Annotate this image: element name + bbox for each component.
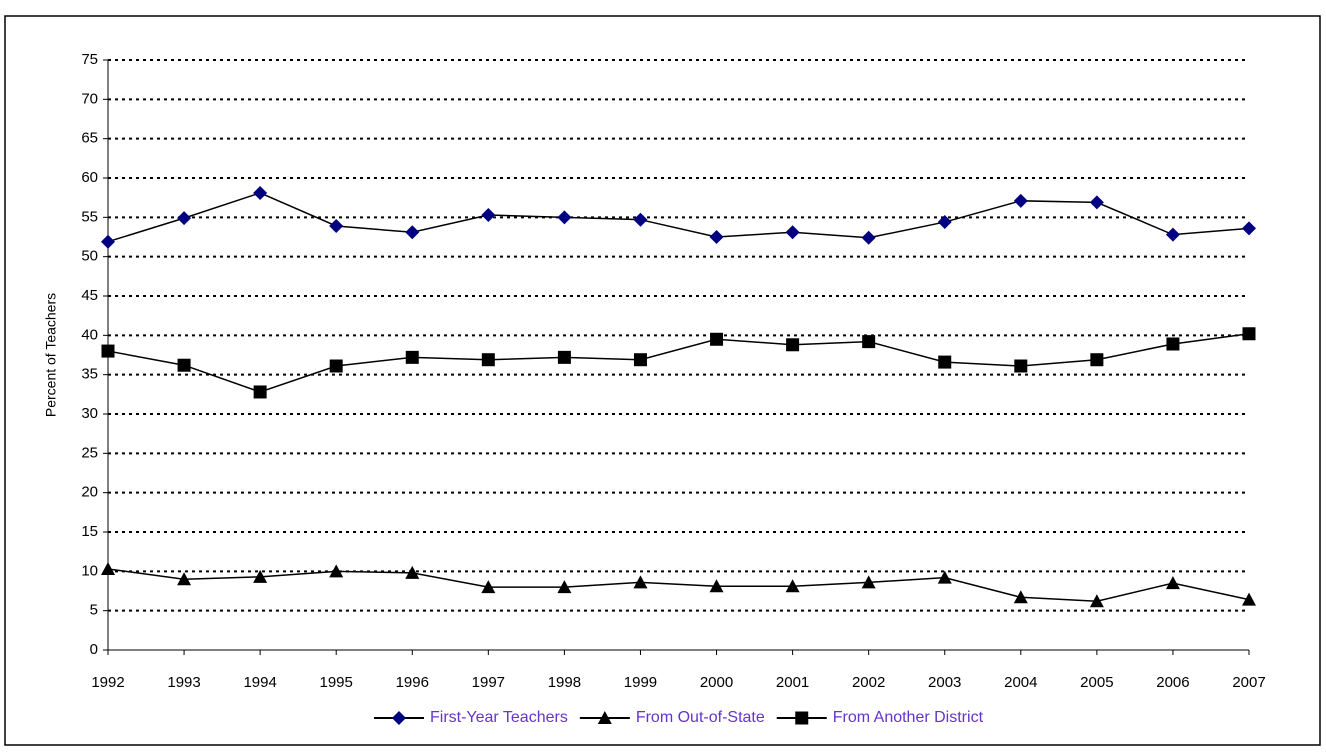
x-tick-label: 1992 xyxy=(91,674,124,691)
marker xyxy=(861,575,876,589)
marker xyxy=(391,711,406,725)
chart-frame xyxy=(4,15,1321,746)
marker xyxy=(1165,227,1180,242)
marker xyxy=(1242,327,1256,341)
marker xyxy=(101,234,115,249)
x-tick-label: 1993 xyxy=(167,674,200,691)
y-tick-label: 30 xyxy=(81,405,98,422)
x-tick-label: 2005 xyxy=(1080,674,1113,691)
x-tick-label: 2000 xyxy=(700,674,733,691)
marker xyxy=(937,570,952,584)
marker xyxy=(862,335,876,349)
y-tick-label: 60 xyxy=(81,169,98,186)
marker xyxy=(481,580,496,594)
marker xyxy=(1014,359,1028,373)
marker xyxy=(786,338,800,352)
series-line xyxy=(107,568,1250,602)
marker xyxy=(557,210,572,225)
y-tick-label: 10 xyxy=(81,562,98,579)
marker xyxy=(709,230,724,244)
marker xyxy=(177,358,191,372)
y-tick-label: 5 xyxy=(90,602,98,619)
marker xyxy=(709,579,724,593)
marker xyxy=(861,230,876,245)
marker xyxy=(710,332,724,346)
x-tick-label: 2001 xyxy=(776,674,809,691)
series-line xyxy=(107,192,1250,243)
marker xyxy=(1089,195,1104,210)
marker xyxy=(329,564,344,578)
x-tick-label: 1999 xyxy=(624,674,657,691)
marker xyxy=(405,225,420,240)
y-tick-label: 25 xyxy=(81,444,98,461)
x-tick-label: 1995 xyxy=(320,674,353,691)
marker xyxy=(1089,594,1104,608)
y-tick-label: 40 xyxy=(81,326,98,343)
series-line xyxy=(107,333,1250,393)
marker xyxy=(938,355,952,369)
marker xyxy=(557,580,572,594)
marker xyxy=(253,185,268,200)
x-tick-label: 2004 xyxy=(1004,674,1037,691)
x-tick-label: 1997 xyxy=(472,674,505,691)
y-tick-label: 0 xyxy=(90,641,98,658)
marker xyxy=(101,344,115,358)
x-tick-label: 1996 xyxy=(396,674,429,691)
marker xyxy=(481,353,495,367)
marker xyxy=(1166,337,1180,351)
x-tick-label: 2002 xyxy=(852,674,885,691)
x-tick-label: 2007 xyxy=(1232,674,1265,691)
y-tick-label: 70 xyxy=(81,90,98,107)
y-tick-label: 45 xyxy=(81,287,98,304)
marker xyxy=(329,218,344,233)
y-tick-label: 50 xyxy=(81,248,98,265)
marker xyxy=(1013,193,1028,208)
x-tick-label: 2003 xyxy=(928,674,961,691)
marker xyxy=(1013,590,1028,604)
marker xyxy=(785,225,800,240)
x-tick-label: 1998 xyxy=(548,674,581,691)
marker xyxy=(329,359,343,373)
marker xyxy=(253,385,267,399)
marker xyxy=(785,579,800,593)
x-tick-label: 1994 xyxy=(243,674,276,691)
marker xyxy=(1242,592,1256,606)
marker xyxy=(405,350,419,364)
marker xyxy=(1242,221,1256,236)
marker xyxy=(101,561,115,575)
marker xyxy=(1090,353,1104,367)
marker xyxy=(937,215,952,230)
marker xyxy=(405,565,420,579)
marker xyxy=(597,711,612,724)
marker xyxy=(557,350,571,364)
legend: First-Year Teachers From Out-of-State From… xyxy=(373,709,984,726)
y-tick-label: 20 xyxy=(81,484,98,501)
legend-label: First-Year Teachers xyxy=(430,709,568,726)
marker xyxy=(795,711,809,725)
y-tick-label: 15 xyxy=(81,523,98,540)
x-tick-label: 2006 xyxy=(1156,674,1189,691)
marker xyxy=(633,212,648,227)
y-tick-label: 65 xyxy=(81,130,98,147)
marker xyxy=(177,211,192,226)
marker xyxy=(633,575,648,589)
marker xyxy=(253,569,268,583)
marker xyxy=(633,353,647,367)
marker xyxy=(1165,576,1180,590)
marker xyxy=(177,572,192,586)
marker xyxy=(481,207,496,222)
y-axis-label: Percent of Teachers xyxy=(43,293,59,417)
y-tick-label: 35 xyxy=(81,366,98,383)
legend-label: From Another District xyxy=(833,709,984,726)
y-tick-label: 55 xyxy=(81,208,98,225)
legend-label: From Out-of-State xyxy=(636,709,765,726)
y-tick-label: 75 xyxy=(81,51,98,68)
